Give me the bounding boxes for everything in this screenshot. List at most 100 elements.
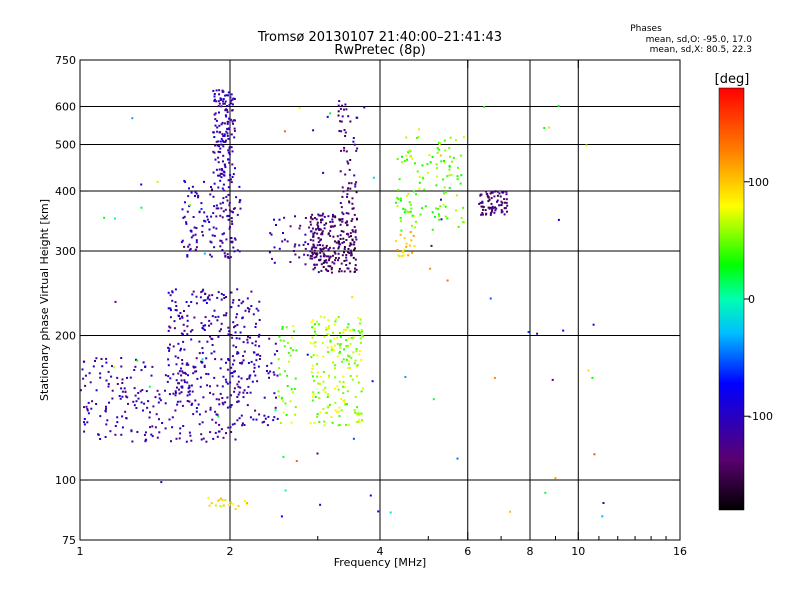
data-point (316, 375, 319, 378)
data-point (290, 336, 293, 339)
data-point (322, 408, 325, 410)
data-point (348, 244, 351, 247)
data-point (224, 378, 227, 381)
data-point (220, 428, 223, 431)
data-point (334, 257, 337, 259)
data-point (219, 214, 222, 217)
data-point (319, 315, 322, 318)
data-point (403, 211, 406, 214)
data-point (457, 225, 460, 228)
data-point (104, 409, 107, 412)
data-point (401, 255, 404, 257)
data-point (141, 389, 144, 391)
data-point (272, 419, 275, 422)
data-point (329, 234, 332, 237)
data-point (140, 206, 143, 209)
data-point (336, 411, 339, 414)
data-point (460, 216, 463, 219)
data-point (83, 360, 86, 363)
data-point (179, 427, 182, 430)
data-point (185, 301, 188, 303)
data-point (233, 129, 236, 132)
data-point (440, 218, 443, 221)
data-point (84, 384, 87, 387)
data-point (312, 239, 315, 242)
data-point (171, 291, 174, 294)
data-point (203, 366, 206, 368)
data-point (231, 176, 234, 178)
data-point (323, 254, 326, 256)
data-point (263, 414, 266, 417)
data-point (214, 144, 217, 147)
data-point (92, 365, 95, 368)
data-point (457, 166, 459, 169)
data-point (345, 212, 348, 215)
data-point (179, 349, 182, 352)
data-point (397, 198, 400, 201)
data-point (489, 213, 492, 216)
data-point (282, 232, 284, 234)
data-point (334, 259, 337, 262)
data-point (248, 377, 251, 380)
data-point (333, 349, 335, 352)
data-point (353, 213, 356, 216)
data-point (316, 415, 319, 418)
data-point (228, 146, 231, 149)
data-point (178, 388, 180, 391)
data-point (222, 189, 225, 192)
data-point (353, 248, 356, 251)
data-point (237, 400, 240, 403)
data-point (330, 345, 333, 348)
data-point (332, 213, 334, 216)
data-point (536, 332, 539, 335)
data-point (210, 322, 213, 325)
data-point (198, 211, 201, 214)
data-point (195, 357, 198, 360)
data-point (351, 197, 354, 200)
data-point (216, 296, 219, 299)
data-point (221, 249, 224, 251)
data-point (418, 128, 421, 131)
data-point (227, 333, 230, 336)
data-point (167, 291, 170, 294)
data-point (105, 361, 108, 364)
data-point (232, 97, 235, 100)
data-point (81, 368, 84, 371)
data-point (230, 404, 233, 406)
data-point (222, 98, 225, 101)
data-point (298, 244, 301, 247)
data-point (242, 391, 245, 394)
data-point (350, 252, 353, 255)
data-point (194, 399, 197, 402)
data-point (495, 207, 498, 210)
data-point (222, 140, 225, 143)
data-point (314, 266, 316, 269)
data-point (345, 254, 348, 256)
data-point (369, 494, 372, 497)
data-point (217, 140, 220, 143)
data-point (343, 149, 346, 152)
data-point (317, 237, 320, 239)
data-point (225, 94, 228, 97)
data-point (332, 235, 335, 238)
data-point (191, 390, 194, 393)
data-point (279, 421, 282, 424)
data-point (203, 219, 206, 222)
data-point (176, 386, 178, 389)
data-point (222, 197, 225, 200)
data-point (182, 323, 185, 326)
data-point (339, 346, 342, 349)
data-point (326, 115, 329, 118)
data-point (328, 376, 330, 379)
data-point (154, 396, 157, 399)
data-point (179, 317, 181, 320)
data-point (186, 381, 189, 384)
data-point (332, 225, 335, 228)
data-point (409, 150, 412, 153)
data-point (399, 216, 402, 219)
data-point (487, 200, 490, 203)
data-point (217, 156, 220, 159)
data-point (214, 358, 217, 361)
data-point (220, 292, 223, 295)
data-point (230, 237, 233, 239)
